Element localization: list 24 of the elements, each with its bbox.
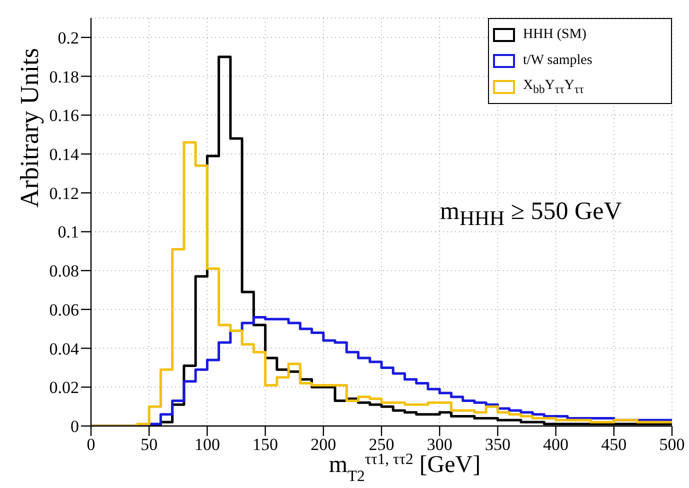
- y-tick-label: 0.04: [49, 339, 80, 358]
- y-tick-label: 0: [70, 417, 79, 436]
- y-tick-label: 0.02: [49, 378, 79, 398]
- legend-label: t/W samples: [523, 53, 592, 69]
- annotation: m$_{HHH}$ ≥ 550 GeV: [440, 198, 622, 231]
- legend-label: X$_{bb}$Y$_{ττ}$Y$_{ττ}$: [523, 78, 584, 96]
- y-axis-title: Arbitrary Units: [15, 48, 44, 208]
- y-tick-label: 0.12: [49, 184, 79, 203]
- x-tick-label: 150: [252, 435, 278, 454]
- x-tick-label: 50: [140, 435, 158, 454]
- y-tick-label: 0.2: [58, 28, 79, 48]
- y-tick-label: 0.06: [49, 300, 79, 320]
- y-tick-label: 0.08: [49, 262, 79, 281]
- x-tick-label: 350: [484, 435, 510, 454]
- legend-label: HHH (SM): [523, 27, 586, 43]
- y-tick-label: 0.1: [58, 222, 79, 242]
- x-tick-label: 100: [194, 435, 220, 454]
- y-tick-label: 0.16: [49, 106, 79, 126]
- x-tick-label: 450: [601, 435, 627, 454]
- y-tick-label: 0.18: [49, 67, 79, 86]
- x-tick-label: 500: [659, 435, 685, 454]
- x-tick-label: 0: [86, 435, 96, 454]
- y-tick-label: 0.14: [49, 145, 80, 164]
- x-tick-label: 400: [543, 435, 569, 454]
